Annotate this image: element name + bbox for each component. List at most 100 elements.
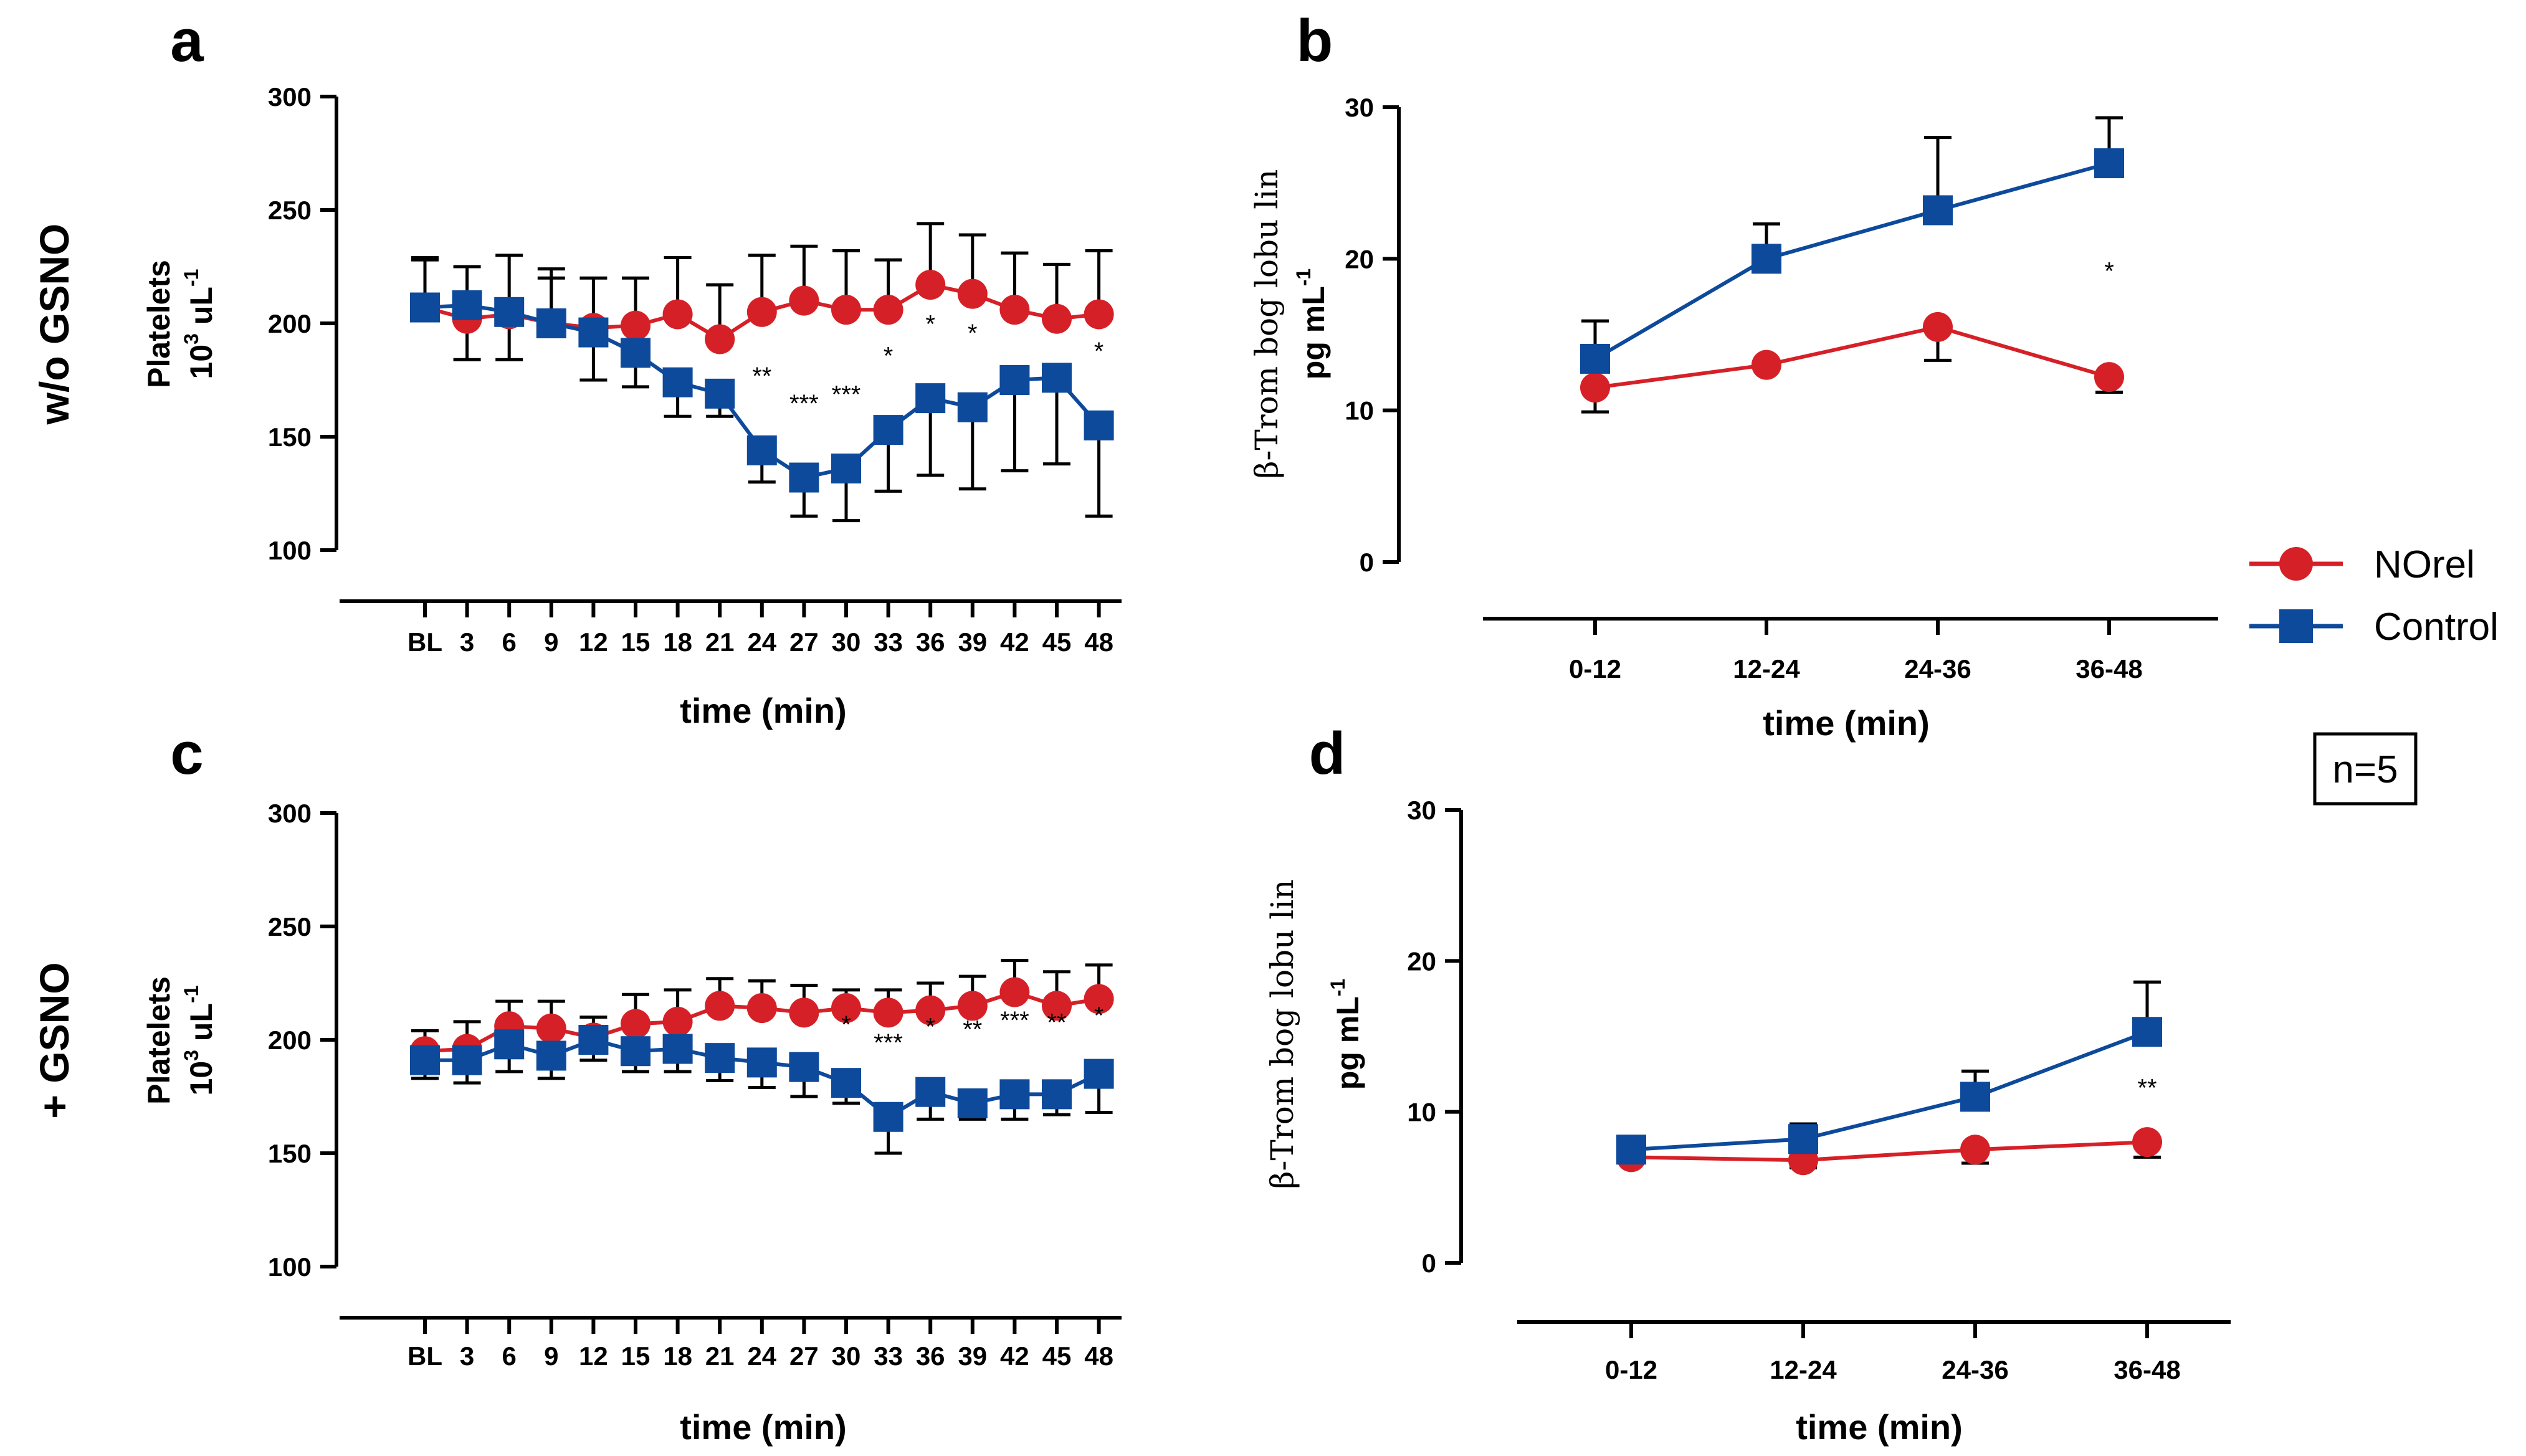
y-axis-unit-sup2: -1 <box>180 269 203 287</box>
data-point <box>831 295 861 325</box>
data-point <box>957 1088 988 1118</box>
significance-mark: ** <box>963 1016 982 1043</box>
y-tick-label: 10 <box>1407 1098 1436 1127</box>
series-norel <box>410 959 1114 1067</box>
data-point <box>831 1068 861 1098</box>
x-tick-label: 24 <box>747 1341 776 1371</box>
panel-letter: d <box>1309 720 1346 787</box>
significance-mark: ** <box>1047 1009 1066 1036</box>
data-point <box>536 1013 566 1044</box>
data-point <box>2132 1127 2162 1158</box>
data-point <box>746 297 777 327</box>
x-tick-label: BL <box>407 1341 442 1371</box>
significance-mark: * <box>925 1014 935 1041</box>
x-tick-label: 36 <box>916 627 945 657</box>
legend-marker <box>2279 609 2313 643</box>
y-axis-title: β-Trom bog lobu lin <box>1264 880 1300 1189</box>
data-point <box>705 324 735 354</box>
data-point <box>578 1025 609 1055</box>
data-point <box>1923 312 1953 342</box>
significance-mark: * <box>841 1011 851 1039</box>
y-tick-label: 200 <box>268 309 312 338</box>
data-point <box>873 415 903 445</box>
y-axis-unit-base: 10 <box>184 345 219 379</box>
data-point <box>410 1045 440 1075</box>
x-tick-label: 6 <box>502 627 517 657</box>
x-axis-title: time (min) <box>680 1407 847 1447</box>
x-tick-label: 36-48 <box>2114 1355 2180 1384</box>
data-point <box>789 997 819 1028</box>
x-tick-label: 24-36 <box>1904 654 1971 683</box>
data-point <box>1580 373 1610 403</box>
x-tick-label: 30 <box>832 1341 861 1371</box>
series-norel <box>410 222 1114 361</box>
data-point <box>957 392 988 422</box>
x-tick-label: 45 <box>1042 1341 1072 1371</box>
significance-mark: *** <box>832 381 861 408</box>
y-tick-label: 20 <box>1345 244 1374 274</box>
data-point <box>1923 195 1953 226</box>
x-axis-title: time (min) <box>1796 1407 1963 1447</box>
y-axis-title: β-Trom bog lobu lin <box>1249 169 1285 479</box>
n-label: n=5 <box>2332 748 2398 791</box>
data-point <box>915 383 946 414</box>
data-point <box>621 338 651 368</box>
x-tick-label: 45 <box>1042 627 1072 657</box>
data-point <box>452 290 482 320</box>
data-point <box>957 991 988 1021</box>
data-point <box>999 295 1030 325</box>
data-point <box>2094 148 2124 179</box>
y-axis-unit: pg mL-1 <box>1327 979 1365 1090</box>
data-point <box>705 378 735 409</box>
data-point <box>789 285 819 316</box>
data-point <box>662 367 693 397</box>
x-tick-label: 33 <box>874 627 903 657</box>
y-tick-label: 30 <box>1407 796 1436 825</box>
data-point <box>957 278 988 309</box>
y-tick-label: 20 <box>1407 946 1436 976</box>
data-point <box>2094 362 2124 393</box>
y-axis-unit: pg mL-1 <box>1292 269 1331 379</box>
x-tick-label: 48 <box>1084 1341 1113 1371</box>
data-point <box>746 435 777 465</box>
significance-mark: * <box>1094 1002 1104 1029</box>
series-control <box>410 254 1114 523</box>
data-point <box>1042 1079 1072 1110</box>
data-point <box>1960 1135 1990 1165</box>
data-point <box>999 977 1030 1007</box>
y-axis-unit-sup2: -1 <box>180 986 203 1003</box>
x-tick-label: 27 <box>789 627 819 657</box>
data-point <box>536 308 566 338</box>
n-box <box>2313 732 2418 806</box>
significance-mark: * <box>1094 338 1104 365</box>
y-tick-label: 10 <box>1345 396 1374 426</box>
y-tick-label: 200 <box>268 1025 312 1055</box>
legend-marker <box>2279 547 2313 581</box>
data-point <box>578 317 609 348</box>
data-point <box>915 1077 946 1107</box>
data-point <box>873 1102 903 1132</box>
panel-d: d 0 10 20 30 0-12 12-24 24-36 36-48 time (min) β-T… <box>1264 720 2231 1447</box>
x-tick-label: 36-48 <box>2076 654 2142 683</box>
y-tick-label: 150 <box>268 422 312 452</box>
panel-b: b 0 10 20 30 0-12 12-24 24-36 36-48 time (min) β-T… <box>1249 7 2218 743</box>
significance-mark: *** <box>789 390 819 417</box>
data-point <box>746 1047 777 1078</box>
data-point <box>1042 303 1072 334</box>
panel-letter: a <box>170 7 204 74</box>
data-point <box>1580 343 1610 374</box>
x-tick-label: 42 <box>1000 1341 1029 1371</box>
data-point <box>662 1034 693 1064</box>
y-axis-unit-base: pg mL <box>1330 996 1365 1090</box>
y-tick-label: 300 <box>268 82 312 112</box>
x-tick-label: 18 <box>663 627 692 657</box>
x-axis-title: time (min) <box>680 691 847 730</box>
y-axis-unit-sup: -1 <box>1292 269 1315 286</box>
significance-mark: * <box>2104 258 2114 285</box>
data-point <box>1960 1082 1990 1112</box>
data-point <box>1752 350 1781 380</box>
x-tick-label: 9 <box>544 627 558 657</box>
data-point <box>494 297 525 327</box>
